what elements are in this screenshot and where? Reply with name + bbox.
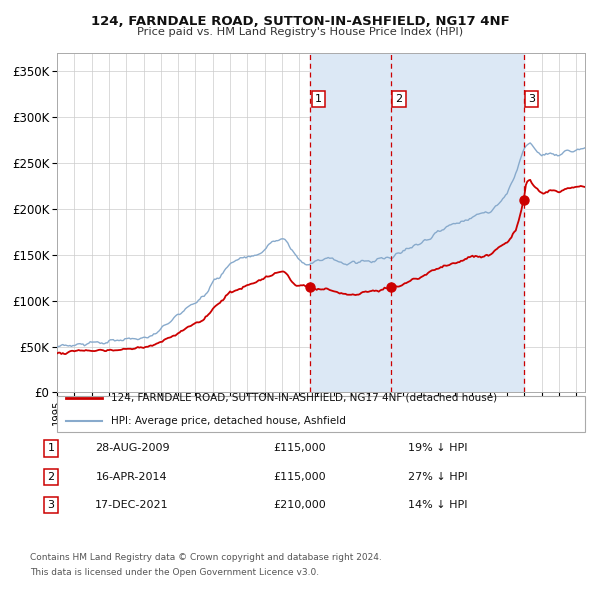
Text: £115,000: £115,000 — [274, 444, 326, 453]
Text: 16-APR-2014: 16-APR-2014 — [96, 472, 168, 481]
Text: Contains HM Land Registry data © Crown copyright and database right 2024.: Contains HM Land Registry data © Crown c… — [30, 553, 382, 562]
Text: Price paid vs. HM Land Registry's House Price Index (HPI): Price paid vs. HM Land Registry's House … — [137, 27, 463, 37]
Text: 1: 1 — [47, 444, 55, 453]
Text: 14% ↓ HPI: 14% ↓ HPI — [408, 500, 468, 510]
Text: 2: 2 — [47, 472, 55, 481]
Text: 2: 2 — [395, 94, 403, 104]
Text: 124, FARNDALE ROAD, SUTTON-IN-ASHFIELD, NG17 4NF: 124, FARNDALE ROAD, SUTTON-IN-ASHFIELD, … — [91, 15, 509, 28]
Bar — [310, 53, 391, 392]
Text: 28-AUG-2009: 28-AUG-2009 — [95, 444, 169, 453]
Text: 19% ↓ HPI: 19% ↓ HPI — [408, 444, 468, 453]
Text: 3: 3 — [528, 94, 535, 104]
Text: 17-DEC-2021: 17-DEC-2021 — [95, 500, 169, 510]
Text: 1: 1 — [315, 94, 322, 104]
Text: 3: 3 — [47, 500, 55, 510]
Text: £210,000: £210,000 — [274, 500, 326, 510]
Text: 124, FARNDALE ROAD, SUTTON-IN-ASHFIELD, NG17 4NF (detached house): 124, FARNDALE ROAD, SUTTON-IN-ASHFIELD, … — [111, 393, 497, 402]
Text: £115,000: £115,000 — [274, 472, 326, 481]
Bar — [391, 53, 524, 392]
Text: 27% ↓ HPI: 27% ↓ HPI — [408, 472, 468, 481]
Text: This data is licensed under the Open Government Licence v3.0.: This data is licensed under the Open Gov… — [30, 568, 319, 577]
Text: HPI: Average price, detached house, Ashfield: HPI: Average price, detached house, Ashf… — [111, 417, 346, 426]
